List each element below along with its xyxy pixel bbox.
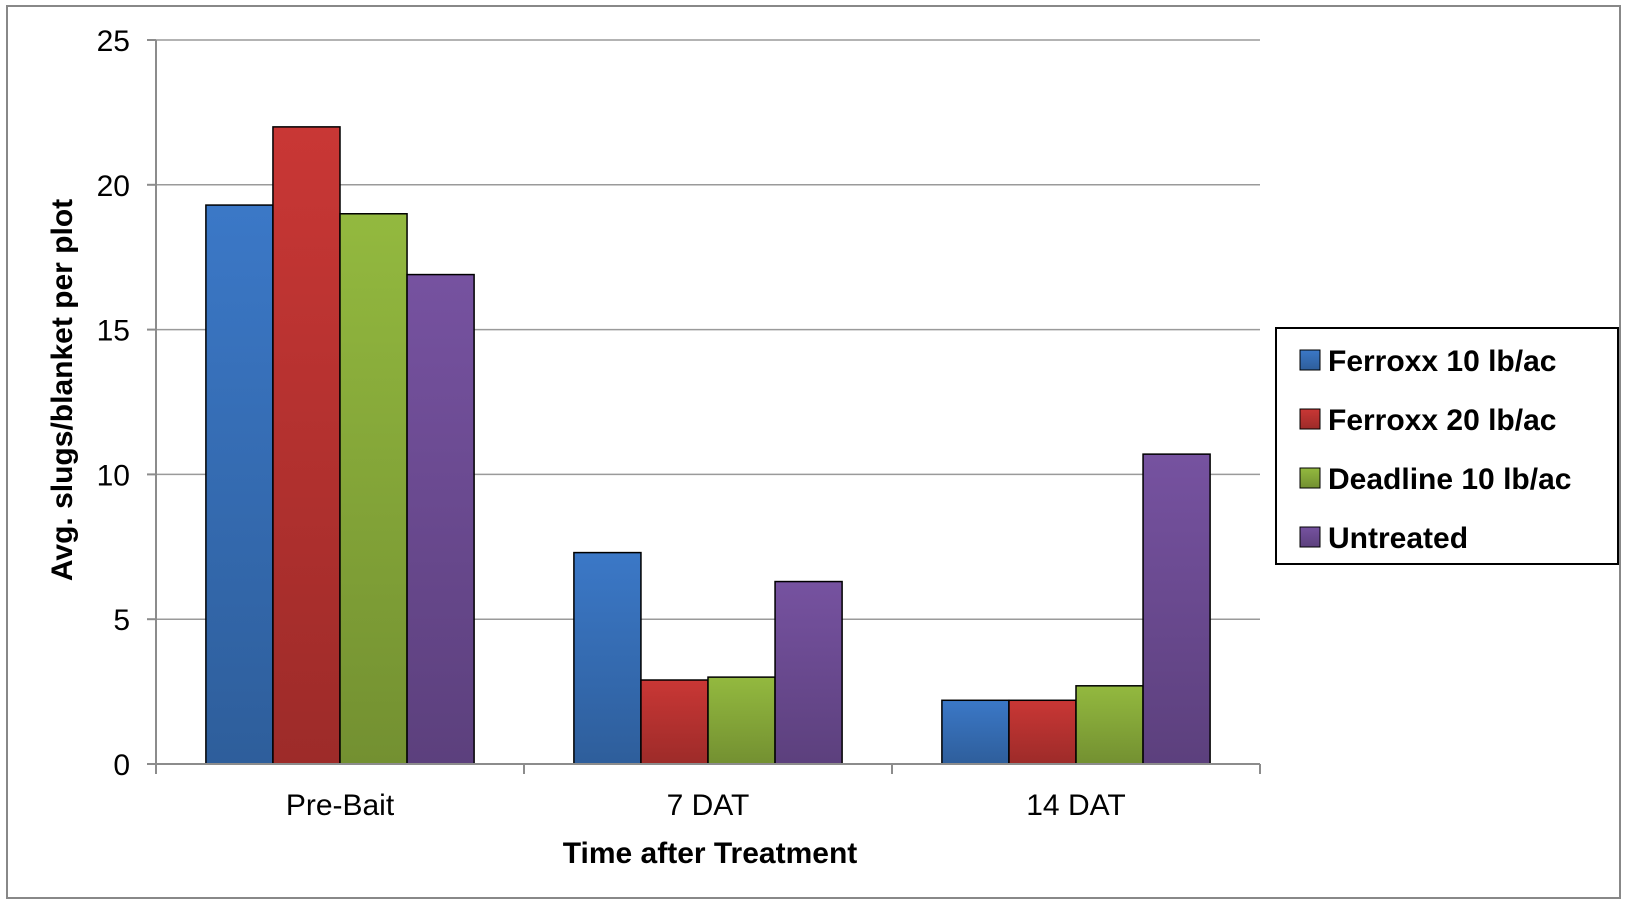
x-tick-labels: Pre-Bait 7 DAT 14 DAT (286, 789, 1126, 822)
legend: Ferroxx 10 lb/ac Ferroxx 20 lb/ac Deadline… (1275, 327, 1619, 565)
bar-14-dat-series-4 (1142, 453, 1211, 765)
legend-label: Ferroxx 20 lb/ac (1328, 404, 1556, 437)
x-tick-label: 7 DAT (667, 789, 750, 822)
y-tick-label: 25 (97, 25, 130, 58)
bar-pre-bait-series-1 (205, 204, 274, 765)
x-tick-label: 14 DAT (1026, 789, 1125, 822)
bar-14-dat-series-3 (1075, 685, 1144, 765)
legend-swatch (1299, 526, 1321, 548)
legend-swatch (1299, 349, 1321, 371)
legend-label: Ferroxx 10 lb/ac (1328, 345, 1556, 378)
y-tick-labels: 0 5 10 15 20 25 (97, 25, 130, 782)
y-axis-title: Avg. slugs/blanket per plot (46, 199, 79, 581)
y-tick-label: 20 (97, 170, 130, 203)
legend-label: Untreated (1328, 522, 1468, 555)
x-tick-label: Pre-Bait (286, 789, 395, 822)
axes (147, 39, 1261, 774)
bar-7-dat-series-1 (573, 551, 642, 765)
bar-7-dat-series-4 (774, 580, 843, 765)
y-tick-label: 0 (113, 749, 130, 782)
x-axis-title: Time after Treatment (563, 837, 858, 870)
legend-swatch (1299, 467, 1321, 489)
bar-pre-bait-series-3 (339, 213, 408, 765)
y-tick-label: 15 (97, 315, 130, 348)
bar-14-dat-series-1 (941, 699, 1010, 765)
y-tick-label: 10 (97, 459, 130, 492)
bar-7-dat-series-3 (707, 676, 776, 765)
bar-14-dat-series-2 (1008, 699, 1077, 765)
bar-pre-bait-series-4 (406, 273, 475, 765)
legend-label: Deadline 10 lb/ac (1328, 463, 1571, 496)
bar-7-dat-series-2 (640, 679, 709, 765)
bars (205, 126, 1211, 765)
y-tick-label: 5 (113, 604, 130, 637)
legend-swatch (1299, 408, 1321, 430)
legend-box (1275, 327, 1619, 565)
bar-pre-bait-series-2 (272, 126, 341, 765)
